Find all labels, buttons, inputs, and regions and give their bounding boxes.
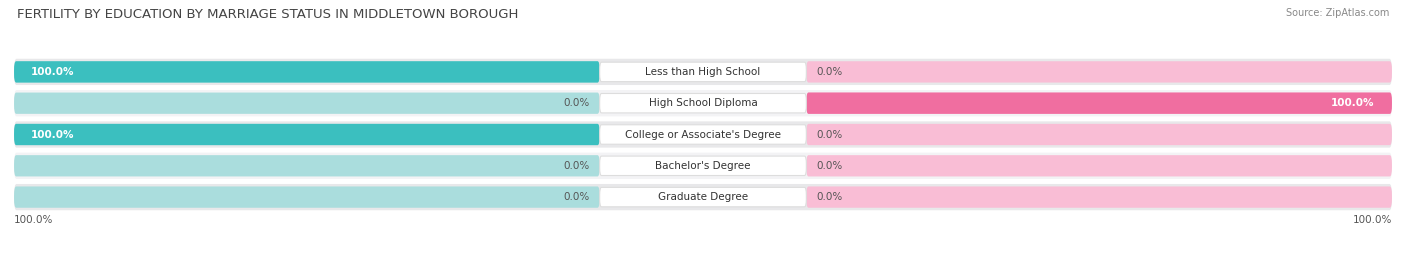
FancyBboxPatch shape xyxy=(14,121,1392,148)
Text: 0.0%: 0.0% xyxy=(817,67,844,77)
FancyBboxPatch shape xyxy=(14,124,599,145)
Text: 100.0%: 100.0% xyxy=(14,215,53,225)
FancyBboxPatch shape xyxy=(14,186,599,208)
FancyBboxPatch shape xyxy=(14,155,599,176)
Text: Graduate Degree: Graduate Degree xyxy=(658,192,748,202)
FancyBboxPatch shape xyxy=(807,186,1392,208)
Text: 100.0%: 100.0% xyxy=(31,67,75,77)
FancyBboxPatch shape xyxy=(14,61,599,83)
FancyBboxPatch shape xyxy=(807,93,1392,114)
FancyBboxPatch shape xyxy=(599,187,807,207)
Text: Source: ZipAtlas.com: Source: ZipAtlas.com xyxy=(1285,8,1389,18)
Text: 0.0%: 0.0% xyxy=(562,98,589,108)
FancyBboxPatch shape xyxy=(807,93,1392,114)
Text: 0.0%: 0.0% xyxy=(562,192,589,202)
FancyBboxPatch shape xyxy=(599,94,807,113)
FancyBboxPatch shape xyxy=(14,124,599,145)
Text: 100.0%: 100.0% xyxy=(31,129,75,140)
Text: 0.0%: 0.0% xyxy=(817,161,844,171)
Text: 0.0%: 0.0% xyxy=(817,192,844,202)
FancyBboxPatch shape xyxy=(14,90,1392,116)
Text: Less than High School: Less than High School xyxy=(645,67,761,77)
FancyBboxPatch shape xyxy=(807,124,1392,145)
Text: 100.0%: 100.0% xyxy=(1331,98,1375,108)
FancyBboxPatch shape xyxy=(599,62,807,82)
FancyBboxPatch shape xyxy=(14,61,599,83)
FancyBboxPatch shape xyxy=(599,156,807,175)
Text: 0.0%: 0.0% xyxy=(817,129,844,140)
Text: 0.0%: 0.0% xyxy=(562,161,589,171)
FancyBboxPatch shape xyxy=(14,59,1392,85)
Text: High School Diploma: High School Diploma xyxy=(648,98,758,108)
FancyBboxPatch shape xyxy=(14,93,599,114)
FancyBboxPatch shape xyxy=(14,153,1392,179)
FancyBboxPatch shape xyxy=(807,155,1392,176)
Text: College or Associate's Degree: College or Associate's Degree xyxy=(626,129,780,140)
FancyBboxPatch shape xyxy=(14,184,1392,210)
Text: 100.0%: 100.0% xyxy=(1353,215,1392,225)
FancyBboxPatch shape xyxy=(807,61,1392,83)
FancyBboxPatch shape xyxy=(599,125,807,144)
Text: FERTILITY BY EDUCATION BY MARRIAGE STATUS IN MIDDLETOWN BOROUGH: FERTILITY BY EDUCATION BY MARRIAGE STATU… xyxy=(17,8,519,21)
Text: Bachelor's Degree: Bachelor's Degree xyxy=(655,161,751,171)
